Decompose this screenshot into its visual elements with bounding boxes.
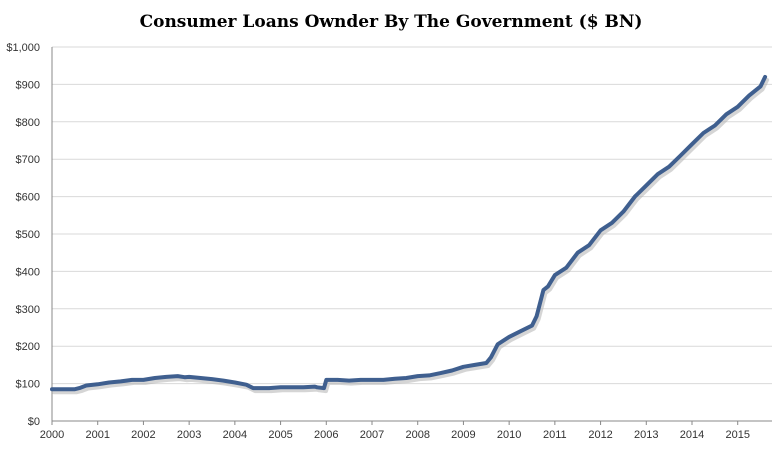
x-tick-labels: 2000 2001 2002 2003 2004 2005 2006 2007 2008 2009… [40,429,750,441]
x-tick-label: 2015 [725,429,749,441]
series [50,74,770,395]
chart-title: Consumer Loans Ownder By The Government … [140,12,643,32]
x-tick-label: 2000 [40,429,64,441]
y-tick-label: $800 [16,117,40,129]
x-tick-label: 2009 [451,429,475,441]
y-tick-label: $600 [16,192,40,204]
y-tick-label: $900 [16,79,40,91]
x-tick-label: 2012 [588,429,612,441]
y-tick-label: $700 [16,154,40,166]
y-tick-label: $1,000 [6,42,40,54]
series-line-shadow [52,77,770,395]
gridlines [52,46,772,385]
x-tick-label: 2007 [360,429,384,441]
x-tick-label: 2001 [85,429,109,441]
y-tick-label: $400 [16,266,40,278]
y-tick-label: $500 [16,229,40,241]
x-tick-label: 2006 [314,429,338,441]
x-tick-label: 2005 [268,429,292,441]
axes [51,47,772,425]
x-tick-label: 2010 [497,429,521,441]
y-tick-label: $300 [16,304,40,316]
x-tick-label: 2002 [131,429,155,441]
x-tick-label: 2014 [680,429,704,441]
x-tick-label: 2003 [177,429,201,441]
series-line [50,74,768,392]
y-tick-label: $0 [28,416,40,428]
x-tick-label: 2008 [405,429,429,441]
x-tick-label: 2011 [543,429,567,441]
x-tick-label: 2013 [634,429,658,441]
y-tick-label: $200 [16,341,40,353]
y-tick-labels: $0 $100 $200 $300 $400 $500 $600 $700 $800 $900 $1… [6,42,40,428]
y-tick-label: $100 [16,379,40,391]
x-tick-label: 2004 [223,429,247,441]
